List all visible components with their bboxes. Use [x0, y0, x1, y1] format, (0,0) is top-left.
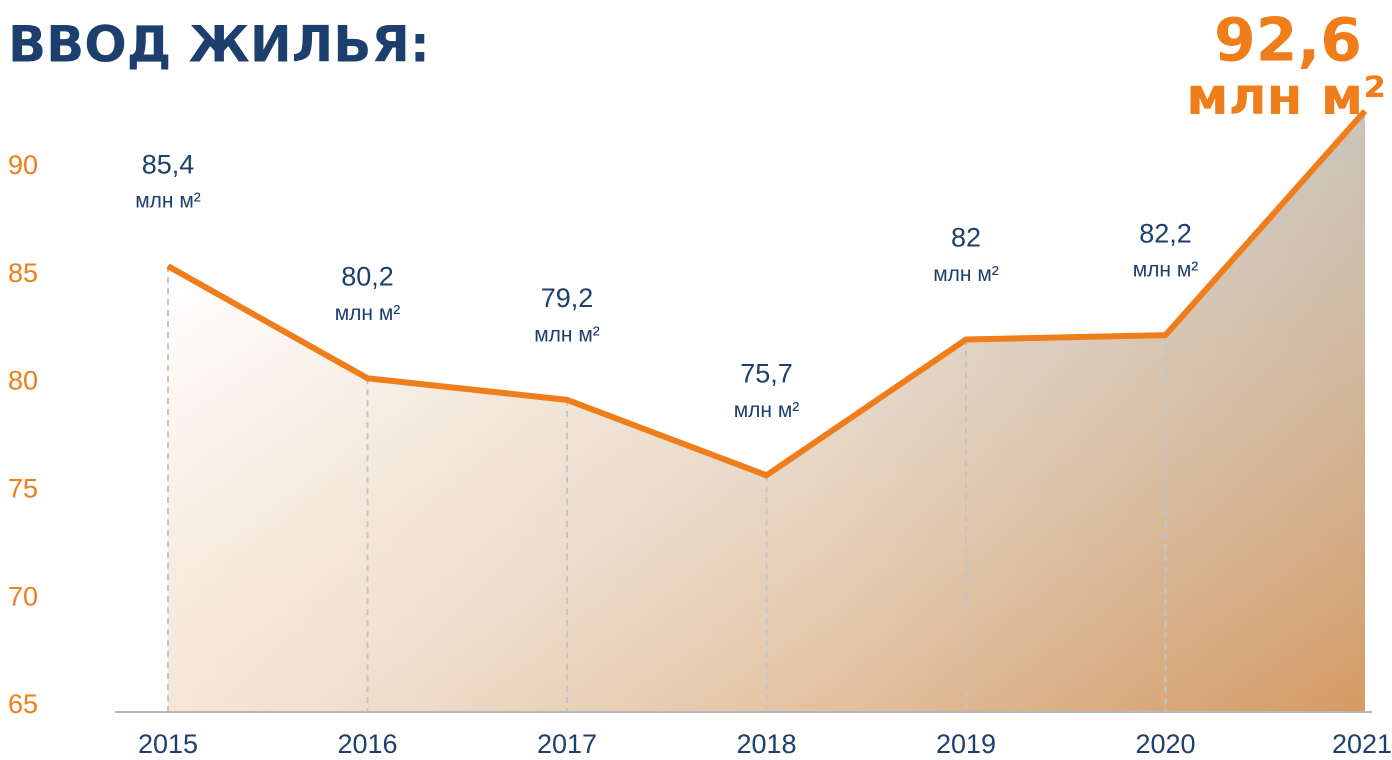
- data-label: 79,2: [541, 283, 594, 313]
- y-tick-label: 65: [8, 689, 38, 719]
- y-tick-label: 80: [8, 366, 38, 396]
- x-tick-label: 2019: [936, 729, 996, 759]
- x-tick-label: 2018: [736, 729, 796, 759]
- x-tick-label: 2015: [138, 729, 198, 759]
- data-label-unit: млн м²: [534, 323, 600, 346]
- x-tick-label: 2016: [337, 729, 397, 759]
- x-tick-label: 2021: [1332, 729, 1392, 759]
- chart-title: ВВОД ЖИЛЬЯ:: [8, 16, 430, 74]
- data-label: 82: [951, 223, 981, 253]
- data-label-unit: млн м²: [135, 190, 201, 213]
- data-label: 75,7: [740, 358, 793, 388]
- x-tick-label: 2017: [537, 729, 597, 759]
- y-tick-label: 85: [8, 258, 38, 288]
- x-tick-label: 2020: [1135, 729, 1195, 759]
- data-label-unit: млн м²: [1133, 259, 1199, 282]
- data-label: 80,2: [341, 261, 394, 291]
- data-label: 82,2: [1139, 218, 1192, 248]
- data-label: 85,4: [142, 149, 195, 179]
- data-label-unit: млн м²: [734, 399, 800, 422]
- data-label-unit: млн м²: [933, 263, 999, 286]
- line: [166, 108, 1368, 479]
- y-tick-label: 90: [8, 150, 38, 180]
- data-label-unit: млн м²: [335, 302, 401, 325]
- highlight-value: 92,6: [1214, 6, 1362, 76]
- area-fill: [168, 110, 1365, 713]
- highlight-unit: млн м²: [1186, 67, 1386, 127]
- y-tick-label: 75: [8, 474, 38, 504]
- y-tick-label: 70: [8, 581, 38, 611]
